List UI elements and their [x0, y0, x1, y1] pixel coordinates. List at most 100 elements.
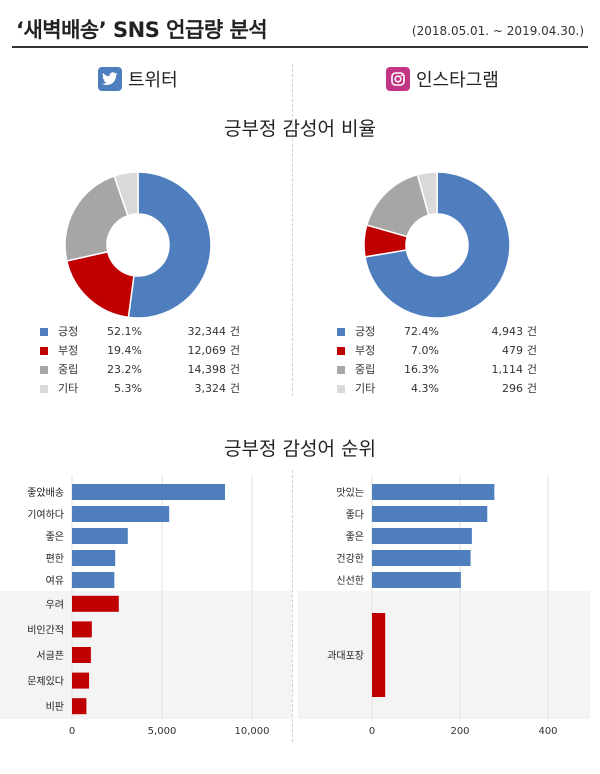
twitter-donut-chart: [64, 171, 212, 319]
legend-swatch: [337, 366, 345, 374]
legend-count: 32,344: [187, 325, 227, 338]
page-title: ‘새벽배송’ SNS 언급량 분석: [16, 18, 268, 42]
legend-count: 4,943: [491, 325, 524, 338]
legend-label: 긍정: [355, 325, 376, 338]
x-tick-label: 10,000: [235, 726, 270, 737]
legend-unit: 건: [229, 382, 240, 395]
legend-swatch: [40, 328, 48, 336]
twitter-bird-icon: [98, 67, 122, 91]
bar-비인간적: [72, 621, 92, 638]
negative-band: [0, 591, 292, 719]
legend-unit: 건: [526, 363, 537, 376]
legend-unit: 건: [229, 344, 240, 357]
bar-기여하다: [72, 506, 170, 522]
legend-swatch: [337, 328, 345, 336]
x-tick-label: 400: [538, 726, 557, 737]
donut-slice-0: [127, 171, 212, 319]
bar-category-label: 편한: [46, 553, 64, 565]
bar-건강한: [372, 550, 471, 566]
bar-category-label: 여유: [46, 575, 64, 587]
bar-서글픈: [72, 647, 91, 663]
bar-category-label: 우려: [46, 599, 64, 611]
legend-row: 긍정 52.1% 32,344 건: [40, 322, 240, 341]
bar-category-label: 좋은: [346, 531, 364, 543]
legend-count: 479: [502, 344, 523, 357]
legend-unit: 건: [229, 363, 240, 376]
bar-좋다: [372, 506, 488, 522]
legend-row: 기타 4.3% 296 건: [337, 379, 537, 398]
legend-swatch: [337, 347, 345, 355]
bar-신선한: [372, 572, 461, 588]
legend-row: 중립 16.3% 1,114 건: [337, 360, 537, 379]
legend-count: 12,069: [187, 344, 227, 357]
legend-percent: 4.3%: [411, 382, 439, 395]
legend-label: 부정: [355, 344, 376, 357]
legend-label: 긍정: [58, 325, 79, 338]
legend-swatch: [337, 385, 345, 393]
legend-count: 3,324: [194, 382, 227, 395]
legend-count: 1,114: [491, 363, 524, 376]
bar-과대포장: [372, 613, 386, 697]
legend-unit: 건: [526, 325, 537, 338]
bar-category-label: 기여하다: [27, 508, 64, 521]
donut-slice-0: [364, 171, 511, 319]
period-label: (2018.05.01. ~ 2019.04.30.): [411, 24, 584, 38]
bar-좋은: [372, 528, 472, 544]
bar-편한: [72, 550, 116, 566]
column-divider-bottom: [292, 470, 293, 742]
legend-label: 부정: [58, 344, 79, 357]
twitter-rank-chart: 0 5,000 10,000 좋았배송기여하다좋은편한여유우려비인간적서글픈문제있다비…: [0, 475, 292, 737]
legend-count: 296: [502, 382, 523, 395]
instagram-platform-label: 인스타그램: [386, 66, 499, 92]
twitter-name: 트위터: [128, 70, 178, 91]
legend-percent: 7.0%: [411, 344, 439, 357]
ratio-section-title: 긍부정 감성어 비율: [224, 118, 376, 140]
donut-slice-3: [416, 171, 438, 217]
legend-label: 기타: [355, 382, 376, 395]
legend-unit: 건: [229, 325, 240, 338]
negative-band: [298, 591, 590, 719]
title-divider: [12, 46, 588, 48]
legend-unit: 건: [526, 382, 537, 395]
bar-category-label: 문제있다: [27, 676, 64, 688]
instagram-name: 인스타그램: [416, 70, 499, 91]
twitter-platform-label: 트위터: [98, 66, 178, 92]
bar-여유: [72, 572, 115, 588]
bar-category-label: 맛있는: [336, 487, 364, 499]
bar-category-label: 좋았배송: [27, 487, 64, 499]
bar-문제있다: [72, 672, 90, 689]
legend-label: 기타: [58, 382, 79, 395]
bar-category-label: 좋은: [46, 531, 64, 543]
legend-row: 기타 5.3% 3,324 건: [40, 379, 240, 398]
x-tick-label: 0: [369, 726, 375, 737]
bar-비판: [72, 698, 87, 715]
x-tick-label: 0: [69, 726, 75, 737]
legend-percent: 52.1%: [107, 325, 142, 338]
bar-category-label: 비인간적: [27, 624, 64, 636]
bar-좋은: [72, 528, 128, 544]
legend-percent: 19.4%: [107, 344, 142, 357]
donut-slice-1: [65, 250, 135, 319]
instagram-camera-icon: [386, 67, 410, 91]
donut-slice-3: [113, 171, 139, 217]
twitter-legend: 긍정 52.1% 32,344 건 부정 19.4% 12,069 건 중립 23.2% 14,39…: [40, 322, 240, 398]
x-tick-label: 5,000: [148, 726, 177, 737]
legend-row: 중립 23.2% 14,398 건: [40, 360, 240, 379]
legend-swatch: [40, 347, 48, 355]
bar-맛있는: [372, 484, 495, 500]
legend-percent: 72.4%: [404, 325, 439, 338]
donut-slice-2: [64, 175, 129, 262]
instagram-legend: 긍정 72.4% 4,943 건 부정 7.0% 479 건 중립 16.3% 1,114 건 기타 4.…: [337, 322, 537, 398]
column-divider-top: [292, 64, 293, 396]
bar-category-label: 좋다: [346, 509, 364, 521]
legend-row: 긍정 72.4% 4,943 건: [337, 322, 537, 341]
bar-category-label: 건강한: [336, 553, 364, 565]
legend-percent: 5.3%: [114, 382, 142, 395]
bar-좋았배송: [72, 484, 225, 500]
bar-category-label: 서글픈: [36, 650, 64, 662]
x-tick-label: 200: [450, 726, 469, 737]
legend-percent: 16.3%: [404, 363, 439, 376]
legend-count: 14,398: [187, 363, 227, 376]
instagram-donut-chart: [363, 171, 511, 319]
